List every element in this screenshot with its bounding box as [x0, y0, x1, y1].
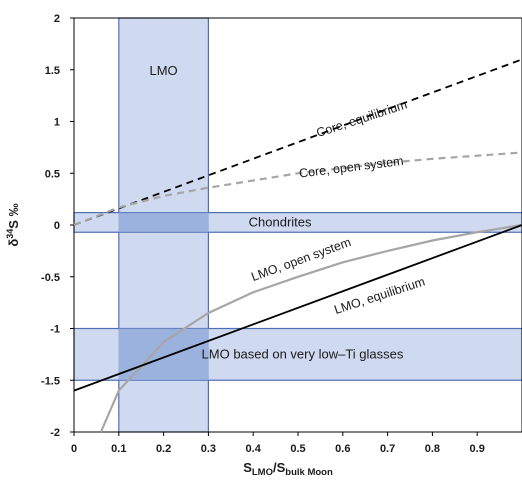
x-tick-label: 0: [71, 443, 77, 455]
y-axis-label: δ34S ‰: [5, 203, 21, 246]
labels-layer: LMO Chondrites LMO based on very low–Ti gl…: [5, 63, 427, 478]
x-axis-label: SLMO/Sbulk Moon: [243, 460, 333, 478]
x-tick-label: 0.7: [380, 443, 395, 455]
y-tick-label: -1: [50, 324, 60, 336]
x-tick-label: 0.4: [246, 443, 262, 455]
x-tick-label: 0.1: [111, 443, 126, 455]
y-tick-label: 1: [54, 117, 60, 129]
y-tick-label: -2: [50, 427, 60, 439]
series-label-core-open-system: Core, open system: [298, 154, 404, 181]
band-label-lmo: LMO: [150, 63, 178, 78]
series-label-lmo-equilibrium: LMO, equilibrium: [333, 274, 427, 317]
series-label-core-equilibrium: Core, equilibrium: [315, 97, 409, 140]
band-label-lmo-based-on-very-low-ti-glasses: LMO based on very low–Ti glasses: [202, 346, 404, 361]
x-tick-label: 0.9: [470, 443, 485, 455]
series-lmo-equilibrium: [73, 224, 522, 392]
x-tick-label: 0.8: [425, 443, 440, 455]
series-core-equilibrium: [73, 58, 522, 226]
x-tick-label: 0.5: [290, 443, 305, 455]
y-tick-label: -1.5: [41, 375, 60, 387]
band-overlap-chondrites: [118, 212, 209, 233]
ticks-layer: 0 0.1 0.2 0.3 0.4 0.5 0.6 0.7 0.8 0.9 2 1.5 1 0.5 0 -0.…: [41, 13, 485, 455]
y-tick-label: 2: [54, 13, 60, 25]
series-lmo-open-system: [99, 223, 522, 433]
band-label-chondrites: Chondrites: [249, 214, 312, 229]
series-layer: [73, 58, 522, 433]
series-core-open-system: [73, 151, 522, 227]
y-tick-label: 0: [54, 220, 60, 232]
x-tick-label: 0.6: [335, 443, 350, 455]
bands-layer: [73, 17, 522, 433]
band-overlap-lmo-based-on-very-low-ti-glasses: [118, 328, 209, 381]
y-tick-label: 1.5: [45, 65, 60, 77]
y-tick-label: -0.5: [41, 272, 60, 284]
x-tick-label: 0.2: [156, 443, 171, 455]
y-tick-label: 0.5: [45, 168, 60, 180]
x-tick-label: 0.3: [201, 443, 216, 455]
